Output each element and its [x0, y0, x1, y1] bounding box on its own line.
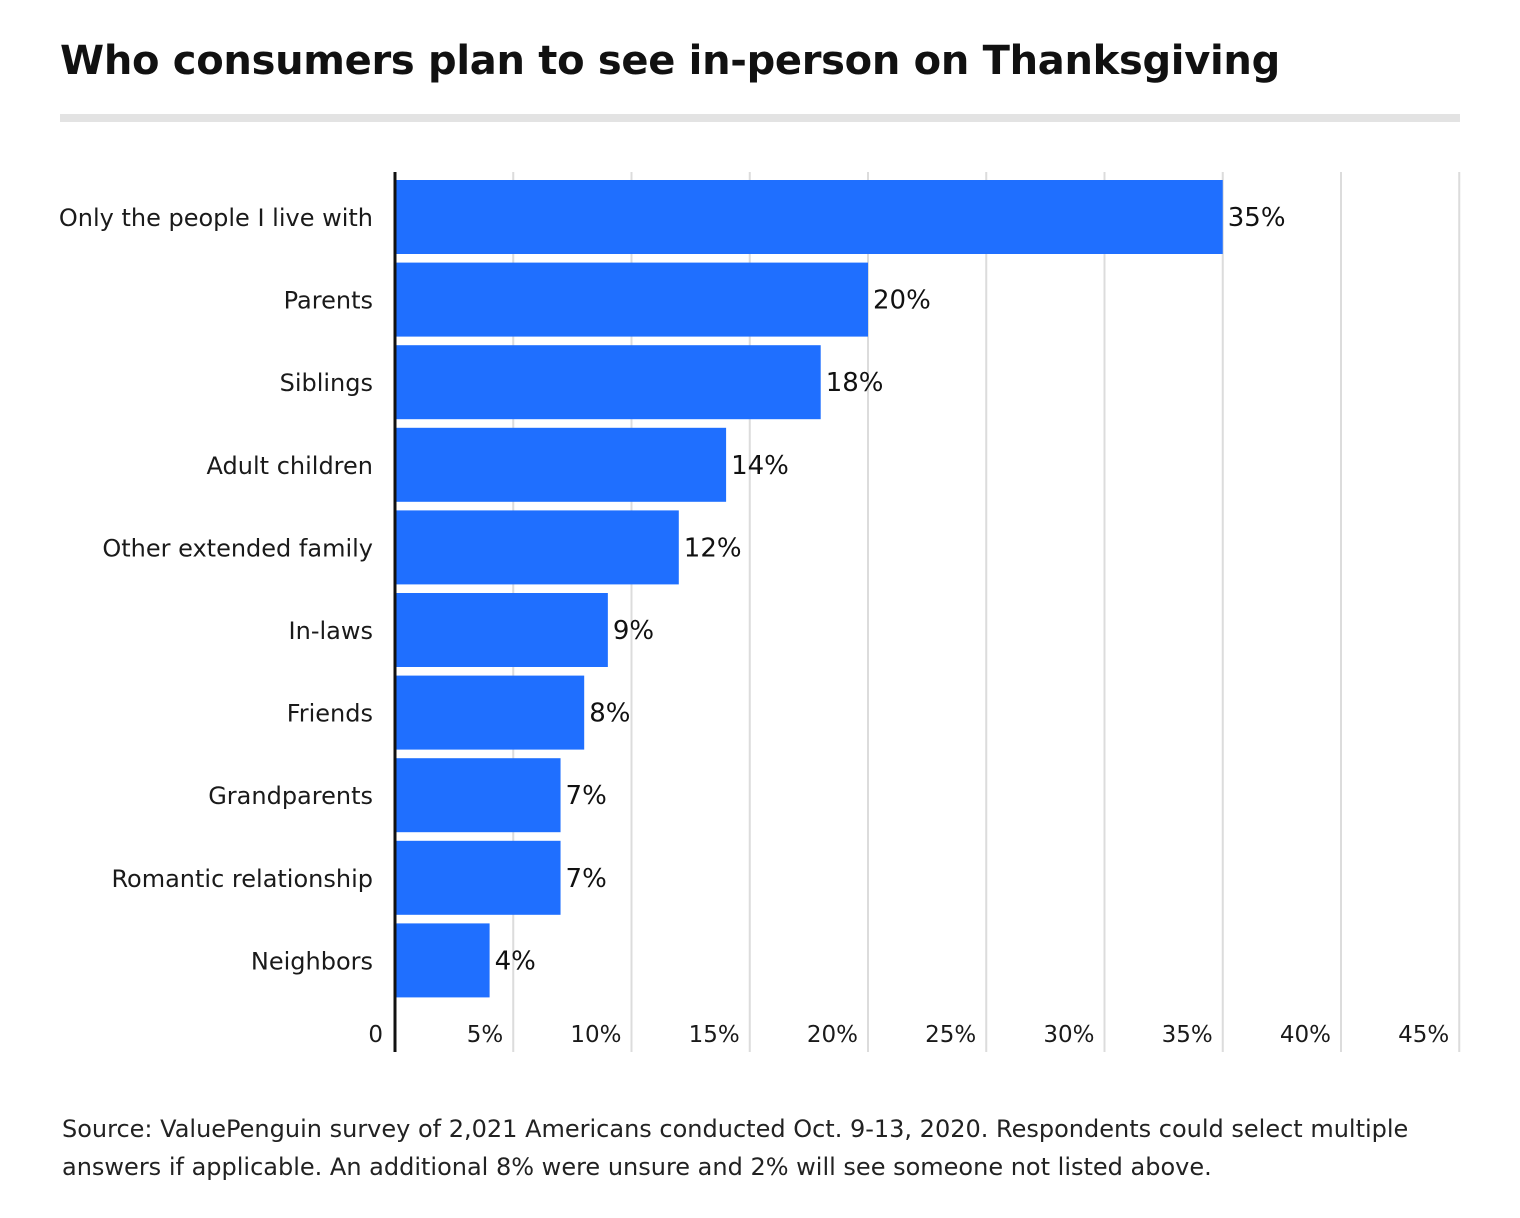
bar	[395, 345, 821, 420]
bar	[395, 427, 727, 502]
x-tick-label: 45%	[1398, 1022, 1449, 1048]
category-label: Siblings	[280, 369, 373, 397]
x-tick-label: 5%	[467, 1022, 504, 1048]
title-divider	[60, 114, 1460, 122]
source-note: Source: ValuePenguin survey of 2,021 Ame…	[62, 1115, 1409, 1181]
bar	[395, 262, 868, 337]
category-label: Other extended family	[102, 534, 373, 562]
x-tick-label: 10%	[570, 1022, 621, 1048]
x-tick-label: 30%	[1043, 1022, 1094, 1048]
bar-value-label: 4%	[495, 946, 536, 976]
bar-value-label: 20%	[873, 286, 931, 316]
x-tick-label: 25%	[925, 1022, 976, 1048]
bar	[395, 923, 490, 998]
x-tick-label: 15%	[689, 1022, 740, 1048]
x-tick-label: 0	[368, 1022, 383, 1048]
chart-title: Who consumers plan to see in-person on T…	[60, 38, 1280, 84]
category-label: In-laws	[289, 617, 373, 645]
bar-value-label: 9%	[613, 616, 654, 646]
bar-value-label: 18%	[826, 368, 884, 398]
category-label: Romantic relationship	[111, 865, 373, 893]
bar-value-label: 35%	[1228, 203, 1286, 233]
bar	[395, 180, 1223, 254]
bar	[395, 675, 585, 750]
x-tick-label: 20%	[807, 1022, 858, 1048]
bar-value-label: 8%	[589, 699, 630, 729]
x-tick-label: 35%	[1162, 1022, 1213, 1048]
category-label: Only the people I live with	[59, 204, 373, 232]
category-label: Adult children	[207, 452, 373, 480]
bar	[395, 593, 608, 667]
x-tick-label: 40%	[1280, 1022, 1331, 1048]
bar	[395, 510, 679, 585]
bar-value-label: 7%	[566, 781, 607, 811]
bars: 35% 20% 18% 14% 12% 9% 8% 7% 7% 4%	[395, 180, 1286, 998]
bar-value-label: 12%	[684, 533, 742, 563]
category-label: Friends	[287, 700, 373, 728]
bar-value-label: 14%	[731, 451, 789, 481]
category-label: Neighbors	[251, 947, 373, 975]
bar	[395, 758, 561, 833]
bar	[395, 840, 561, 915]
bar-value-label: 7%	[566, 864, 607, 894]
category-label: Parents	[284, 287, 373, 315]
category-label: Grandparents	[208, 782, 373, 810]
axes: 0 5% 10% 15% 20% 25% 30% 35% 40% 45% Only the peop…	[59, 172, 1449, 1052]
